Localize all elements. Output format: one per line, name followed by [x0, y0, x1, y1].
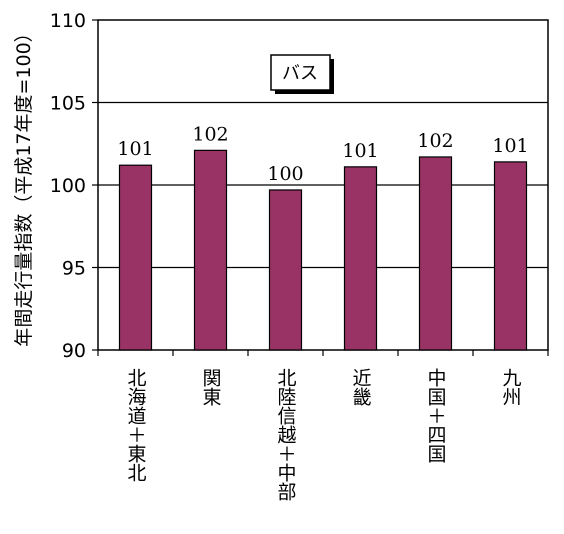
category-label: 近畿	[350, 368, 372, 406]
category-label: 北陸信越＋中部	[275, 368, 297, 501]
annotation-shadow	[330, 59, 334, 94]
data-label: 101	[117, 138, 153, 160]
bar	[343, 166, 378, 351]
y-tick-labels: 90 95 100 105 110	[50, 10, 86, 362]
bar	[493, 161, 528, 351]
y-tick-label: 110	[50, 10, 86, 32]
axes	[92, 19, 549, 356]
bar	[118, 164, 153, 351]
annotation-box: バス	[270, 54, 334, 94]
data-label: 101	[492, 135, 528, 157]
annotation-shadow-bottom	[275, 90, 334, 94]
y-tick-label: 95	[62, 258, 86, 280]
category-labels: 北海道＋東北 関東 北陸信越＋中部 近畿 中国＋四国 九州	[125, 368, 522, 501]
category-label: 関東	[200, 368, 222, 406]
bars	[118, 149, 528, 351]
y-tick-label: 105	[50, 93, 86, 115]
bar	[193, 149, 228, 351]
y-tick-label: 100	[50, 175, 86, 197]
y-tick-label: 90	[62, 340, 86, 362]
annotation-text: バス	[282, 63, 318, 84]
category-label: 中国＋四国	[425, 368, 447, 463]
bar	[268, 189, 303, 351]
data-label: 100	[267, 163, 303, 185]
data-label: 102	[417, 130, 453, 152]
data-labels: 101 102 100 101 102 101	[117, 123, 528, 185]
bar	[418, 156, 453, 351]
category-label: 九州	[500, 368, 522, 406]
category-label: 北海道＋東北	[125, 368, 147, 482]
y-axis-title: 年間走行量指数（平成17年度=100）	[13, 23, 35, 346]
gridlines	[98, 101, 548, 269]
data-label: 102	[192, 123, 228, 145]
data-label: 101	[342, 140, 378, 162]
